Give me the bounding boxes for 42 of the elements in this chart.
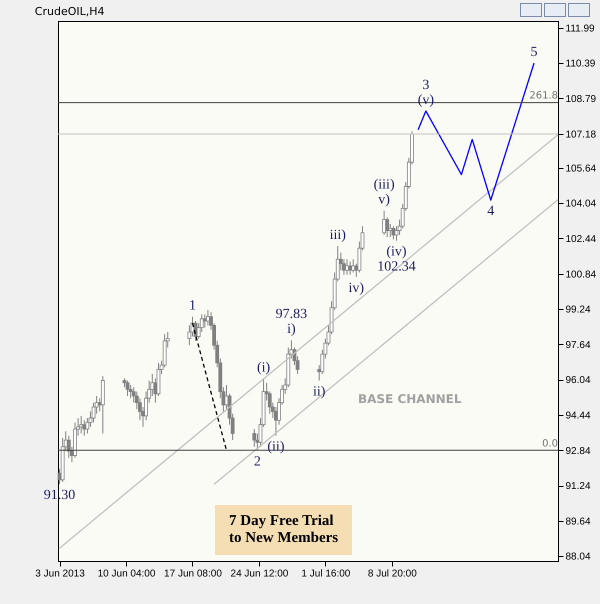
annotation: 5 bbox=[530, 45, 538, 60]
annotation: v) bbox=[378, 192, 390, 208]
annotation: ii) bbox=[312, 384, 326, 400]
y-tick-label: 110.39 bbox=[566, 58, 596, 70]
y-tick-label: 97.64 bbox=[566, 340, 591, 351]
annotation: 2 bbox=[254, 454, 261, 470]
annotation: iii) bbox=[330, 228, 346, 243]
y-tick-label: 91.24 bbox=[566, 481, 591, 492]
annotation: iv) bbox=[348, 280, 364, 296]
y-tick-label: 92.84 bbox=[566, 446, 591, 457]
annotation: i) bbox=[287, 322, 296, 338]
x-tick-label: 17 Jun 08:00 bbox=[164, 568, 222, 580]
annotation: 1 bbox=[188, 298, 196, 314]
y-tick-label: 99.24 bbox=[566, 304, 591, 316]
x-tick-label: 3 Jun 2013 bbox=[35, 568, 86, 580]
y-tick-label: 100.84 bbox=[566, 269, 597, 280]
y-tick-label: 111.99 bbox=[566, 23, 596, 34]
y-tick-label: 108.79 bbox=[566, 94, 597, 105]
annotation: (iv) bbox=[386, 244, 407, 260]
chart-title: CrudeOIL,H4 bbox=[34, 5, 105, 18]
x-tick-label: 8 Jul 20:00 bbox=[368, 568, 418, 580]
y-tick-label: 105.64 bbox=[566, 163, 597, 174]
annotation: 3 bbox=[422, 78, 430, 93]
x-tick-label: 10 Jun 04:00 bbox=[98, 568, 156, 580]
x-tick-label: 24 Jun 12:00 bbox=[230, 568, 289, 580]
annotation: 4 bbox=[487, 204, 494, 220]
x-tick-label: 1 Jul 16:00 bbox=[301, 568, 351, 580]
annotation: 0.0 bbox=[542, 438, 558, 450]
y-tick-label: 89.64 bbox=[566, 516, 591, 528]
y-tick-label: 94.44 bbox=[566, 410, 591, 422]
y-tick-label: 104.04 bbox=[566, 198, 597, 210]
y-tick-label: 107.18 bbox=[566, 129, 597, 140]
annotation: 102.34 bbox=[377, 260, 416, 275]
y-tick-label: 96.04 bbox=[566, 375, 591, 386]
annotation: (iii) bbox=[374, 178, 395, 193]
annotation: (i) bbox=[256, 360, 271, 376]
annotation: 261.8 bbox=[529, 90, 558, 102]
y-tick-label: 88.04 bbox=[566, 552, 591, 563]
annotation: 7 Day Free Trial to New Members bbox=[215, 505, 352, 555]
y-tick-label: 102.44 bbox=[566, 234, 597, 245]
annotation: 97.83 bbox=[276, 307, 308, 322]
annotation: BASE CHANNEL bbox=[358, 392, 462, 406]
